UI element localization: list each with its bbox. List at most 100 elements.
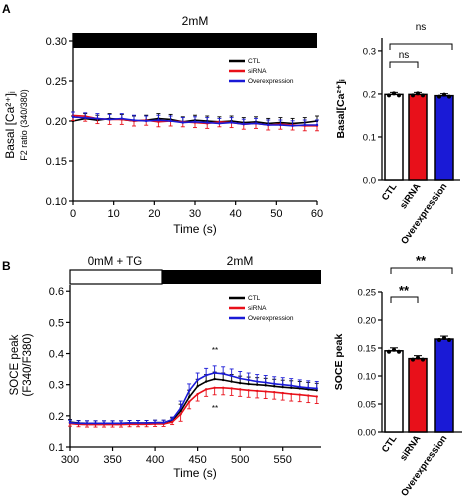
sig-label-1: ns (399, 50, 410, 61)
data-point-ctl (264, 384, 267, 387)
bar-datapoint (392, 347, 396, 352)
data-point-overexpression (136, 421, 140, 425)
bar-datapoint (411, 93, 415, 98)
data-point-sirna (290, 392, 293, 396)
legend: CTL siRNA Overexpression (229, 295, 294, 322)
data-point-ctl (290, 386, 293, 390)
y-tick-label: 0.2 (363, 89, 376, 100)
sig-label-2: ns (416, 22, 427, 33)
bar-datapoint (421, 93, 425, 98)
data-point-overexpression (279, 123, 282, 127)
bar-datapoint (447, 94, 451, 99)
sig-bracket-2 (390, 267, 453, 274)
bar-ctl (384, 350, 404, 433)
bar-datapoint (416, 91, 420, 96)
data-point-ctl (273, 385, 276, 388)
panel-letter-b: B (2, 259, 11, 273)
x-tick-label: 500 (231, 454, 249, 466)
y-tick-label: 0.1 (49, 442, 64, 454)
sig-star-top: ** (212, 346, 218, 355)
bar-datapoint (411, 357, 415, 362)
data-point-sirna (221, 386, 225, 390)
x-axis-label: Time (s) (173, 466, 217, 480)
data-point-ctl (255, 383, 259, 386)
sig-bracket-1 (390, 296, 419, 303)
stimulus-label: 2mM (182, 14, 209, 28)
data-point-overexpression (68, 421, 72, 424)
bar-sirna (408, 93, 428, 181)
data-point-overexpression (291, 124, 294, 128)
data-point-sirna (213, 386, 216, 390)
data-point-overexpression (96, 117, 99, 120)
y-tick-label: 0.3 (363, 46, 376, 57)
stimulus-bar-2mm (73, 33, 317, 48)
data-point-ctl (281, 385, 284, 389)
data-point-overexpression (170, 418, 174, 421)
y-axis-label: SOCE peak (333, 334, 345, 391)
x-tick-label: 60 (311, 208, 323, 220)
stimulus-bar-2mm (162, 270, 321, 284)
data-point-overexpression (315, 123, 319, 127)
stimulus-label-right: 2mM (227, 254, 254, 268)
y-axis-label: Basal [Ca²⁺]ᵢ (3, 91, 17, 159)
series-line-sirna (69, 386, 317, 426)
data-point-overexpression (132, 119, 136, 122)
y-tick-label: 0.10 (358, 372, 377, 383)
data-point-overexpression (120, 117, 124, 120)
y-tick-label: 0.3 (49, 380, 64, 392)
sig-bracket-1 (389, 61, 419, 68)
x-tick-label: 550 (274, 454, 292, 466)
y-tick-label: 0.6 (49, 286, 64, 298)
data-point-sirna (298, 393, 301, 396)
data-point-sirna (281, 391, 284, 395)
data-point-overexpression (273, 382, 276, 385)
data-point-overexpression (307, 386, 310, 390)
y-tick-label: 0.15 (358, 344, 377, 355)
data-point-overexpression (230, 374, 233, 378)
bar-datapoint (397, 93, 401, 98)
legend-label-ctl: CTL (248, 295, 261, 302)
data-point-sirna (238, 388, 242, 391)
data-point-overexpression (187, 389, 191, 393)
y-tick-label: 0.20 (46, 116, 67, 128)
data-point-overexpression (94, 422, 97, 425)
data-point-overexpression (179, 406, 182, 410)
legend-label-over: Overexpression (248, 315, 294, 322)
data-point-overexpression (196, 378, 199, 382)
legend-label-sirna: siRNA (248, 305, 267, 312)
y-tick-label: 0.30 (46, 36, 67, 48)
category-label: siRNA (398, 181, 423, 211)
data-point-sirna (196, 392, 199, 396)
data-point-ctl (247, 382, 250, 386)
data-point-ctl (221, 378, 225, 382)
data-point-overexpression (77, 422, 80, 425)
bar-datapoint (447, 338, 451, 343)
data-point-overexpression (230, 121, 233, 124)
x-tick-label: 20 (148, 208, 160, 220)
panel-letter-a: A (2, 2, 11, 16)
bar-datapoint (442, 336, 446, 341)
data-point-sirna (179, 413, 182, 416)
data-point-sirna (230, 387, 233, 390)
x-tick-label: 350 (103, 454, 121, 466)
legend-label-over: Overexpression (248, 78, 294, 85)
panel-b-bar-chart: 0.000.050.100.150.200.25 CTLsiRNAOverexp… (333, 253, 462, 499)
y-tick-label: 0.4 (49, 349, 64, 361)
panel-a-line-chart: 2mM 0.10 0.15 0.20 0.25 0.30 0 10 20 30 40 50 60 B… (3, 14, 323, 236)
data-point-overexpression (102, 422, 106, 425)
y-tick-label: 0.25 (46, 76, 67, 88)
stimulus-label-left: 0mM + TG (88, 256, 142, 268)
y-tick-label: 0.5 (49, 317, 64, 329)
x-axis-label: Time (s) (173, 222, 217, 236)
y-tick-label: 0.25 (358, 288, 377, 299)
legend: CTL siRNA Overexpression (229, 58, 294, 85)
x-tick-label: 0 (70, 208, 76, 220)
legend-label-sirna: siRNA (248, 68, 267, 75)
y-tick-label: 0.10 (46, 196, 67, 208)
data-point-overexpression (145, 119, 148, 123)
data-point-overexpression (242, 123, 245, 126)
y-tick-label: 0.00 (358, 428, 377, 439)
x-tick-label: 30 (189, 208, 201, 220)
data-point-overexpression (264, 381, 267, 384)
